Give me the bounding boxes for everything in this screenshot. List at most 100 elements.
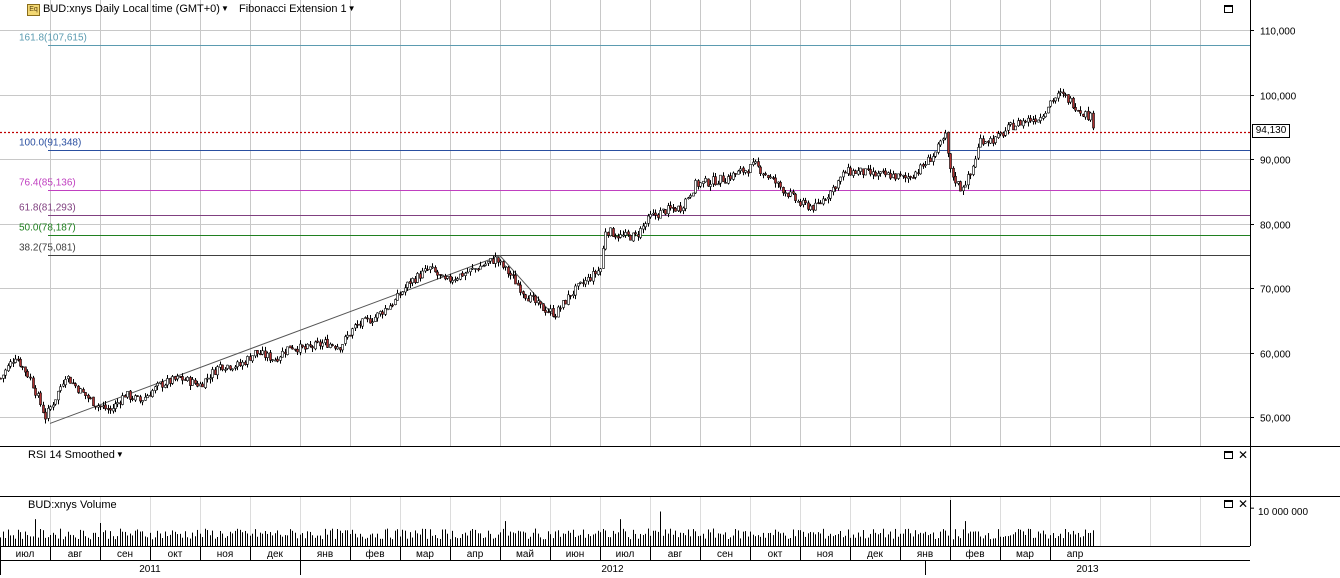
month-label: дек [267,549,283,560]
candle-body [44,411,47,420]
candle-body [301,344,304,348]
candle-body [764,173,767,176]
volume-bar [798,530,799,546]
candle-body [336,346,339,350]
candle-body [2,374,5,379]
candle-body [522,291,525,295]
volume-bar [0,537,1,546]
rsi-close-icon[interactable]: ✕ [1238,448,1249,462]
volume-bar [1010,535,1011,546]
candle-body [244,361,247,365]
volume-bar [745,531,746,546]
symbol-icon[interactable]: Eq [27,4,40,16]
volume-bar [457,538,458,546]
candle-body [849,167,852,176]
volume-bar [725,532,726,546]
symbol-title[interactable]: BUD:xnys Daily Local time (GMT+0)▼ [43,3,229,15]
volume-bar [412,537,413,546]
study-label[interactable]: Fibonacci Extension 1▼ [239,3,356,15]
volume-bar [723,534,724,546]
candle-body [196,383,199,387]
volume-bar [1053,533,1054,546]
candle-body [689,195,692,198]
volume-bar [93,532,94,546]
candle-body [321,342,324,347]
candle-body [682,207,685,211]
candle-body [54,399,57,405]
candle-body [1034,118,1037,123]
candle-body [997,133,1000,138]
maximize-icon[interactable] [1224,5,1233,13]
candle-body [1087,110,1090,120]
volume-bar [205,528,206,546]
candle-body [599,268,602,273]
volume-bar [720,533,721,546]
volume-bar [728,538,729,546]
candle-body [466,271,469,274]
volume-maximize-icon[interactable] [1224,500,1233,508]
candle-body [679,205,682,212]
candle-body [474,268,477,270]
volume-bar [988,533,989,546]
candle-body [151,390,154,397]
month-label: мар [416,549,434,560]
candle-body [374,316,377,322]
volume-bar [630,539,631,546]
candle-body [982,138,985,145]
volume-bar [643,535,644,546]
fib-level-label: 61.8(81,293) [19,203,76,214]
volume-bar [490,533,491,546]
volume-bar [875,532,876,546]
candle-body [369,318,372,324]
volume-bar [430,529,431,546]
volume-bar [900,533,901,546]
candle-body [449,275,452,282]
candle-body [184,379,187,381]
candle-body [929,157,932,162]
candle-body [879,171,882,174]
volume-bar [748,536,749,546]
volume-close-icon[interactable]: ✕ [1238,497,1249,511]
volume-bar [48,537,49,546]
volume-bar [247,533,248,546]
volume-bar [880,532,881,546]
chevron-down-icon[interactable]: ▼ [115,450,124,459]
chevron-down-icon[interactable]: ▼ [347,4,356,13]
candle-body [979,138,982,148]
volume-bar [683,533,684,546]
volume-bar [905,529,906,546]
volume-bar [790,537,791,546]
candle-body [672,206,675,209]
chevron-down-icon[interactable]: ▼ [220,4,229,13]
volume-bar [150,532,151,546]
candle-body [954,175,957,184]
candle-body [354,324,357,329]
candle-body [141,400,144,403]
candle-body [539,301,542,305]
candle-body [984,141,987,144]
volume-bar [658,531,659,546]
month-label: июл [16,549,35,560]
volume-bar [563,533,564,546]
rsi-maximize-icon[interactable] [1224,451,1233,459]
volume-bar [347,530,348,546]
volume-bar [680,532,681,546]
volume-bar [673,534,674,546]
volume-bar [1015,532,1016,546]
candle-body [809,205,812,210]
volume-bar [245,530,246,546]
volume-bar [923,533,924,546]
candle-body [199,383,202,387]
candle-body [1032,119,1035,122]
month-label: апр [467,549,484,560]
volume-bar [237,528,238,546]
volume-bar [638,538,639,546]
candle-body [667,205,670,215]
volume-bar [828,535,829,546]
candle-body [914,171,917,178]
rsi-panel-title[interactable]: RSI 14 Smoothed▼ [28,449,124,461]
volume-bar [165,531,166,546]
volume-bar [820,533,821,546]
volume-bar [503,528,504,546]
volume-bar [470,530,471,546]
